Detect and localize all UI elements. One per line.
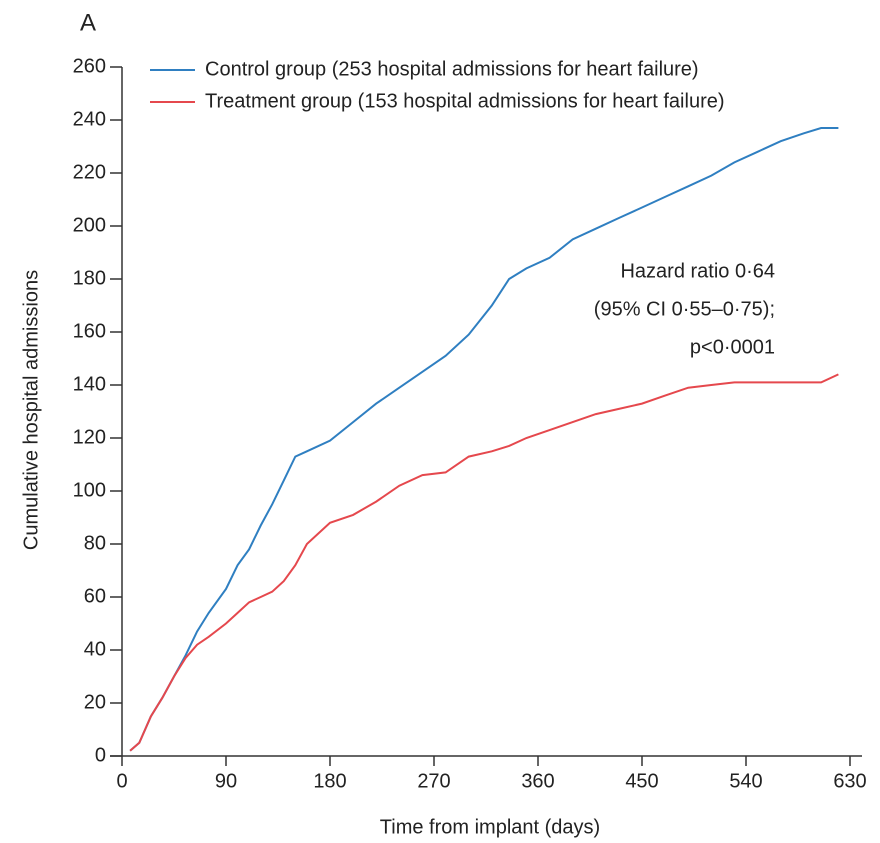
y-tick-label: 40 (84, 638, 106, 660)
y-tick-label: 0 (95, 744, 106, 766)
legend-label: Control group (253 hospital admissions f… (205, 58, 699, 80)
x-tick-label: 270 (417, 770, 450, 792)
y-tick-label: 60 (84, 585, 106, 607)
y-tick-label: 120 (73, 426, 106, 448)
y-tick-label: 180 (73, 267, 106, 289)
series-line (129, 373, 839, 752)
series-line (129, 127, 839, 752)
x-tick-label: 630 (833, 770, 866, 792)
y-tick-label: 260 (73, 55, 106, 77)
y-tick-label: 140 (73, 373, 106, 395)
y-tick-label: 20 (84, 691, 106, 713)
y-tick-label: 200 (73, 214, 106, 236)
y-tick-label: 100 (73, 479, 106, 501)
x-axis-label: Time from implant (days) (380, 816, 600, 838)
y-tick-label: 240 (73, 108, 106, 130)
legend-label: Treatment group (153 hospital admissions… (205, 90, 725, 112)
x-tick-label: 90 (215, 770, 237, 792)
x-tick-label: 0 (116, 770, 127, 792)
y-tick-label: 160 (73, 320, 106, 342)
y-axis-label: Cumulative hospital admissions (20, 270, 42, 550)
x-tick-label: 180 (313, 770, 346, 792)
y-tick-label: 80 (84, 532, 106, 554)
annotation: (95% CI 0·55–0·75); (594, 298, 775, 320)
panel-label: A (80, 9, 96, 36)
x-tick-label: 450 (625, 770, 658, 792)
annotation: Hazard ratio 0·64 (620, 260, 775, 282)
x-tick-label: 540 (729, 770, 762, 792)
y-tick-label: 220 (73, 161, 106, 183)
annotation: p<0·0001 (690, 336, 775, 358)
x-tick-label: 360 (521, 770, 554, 792)
